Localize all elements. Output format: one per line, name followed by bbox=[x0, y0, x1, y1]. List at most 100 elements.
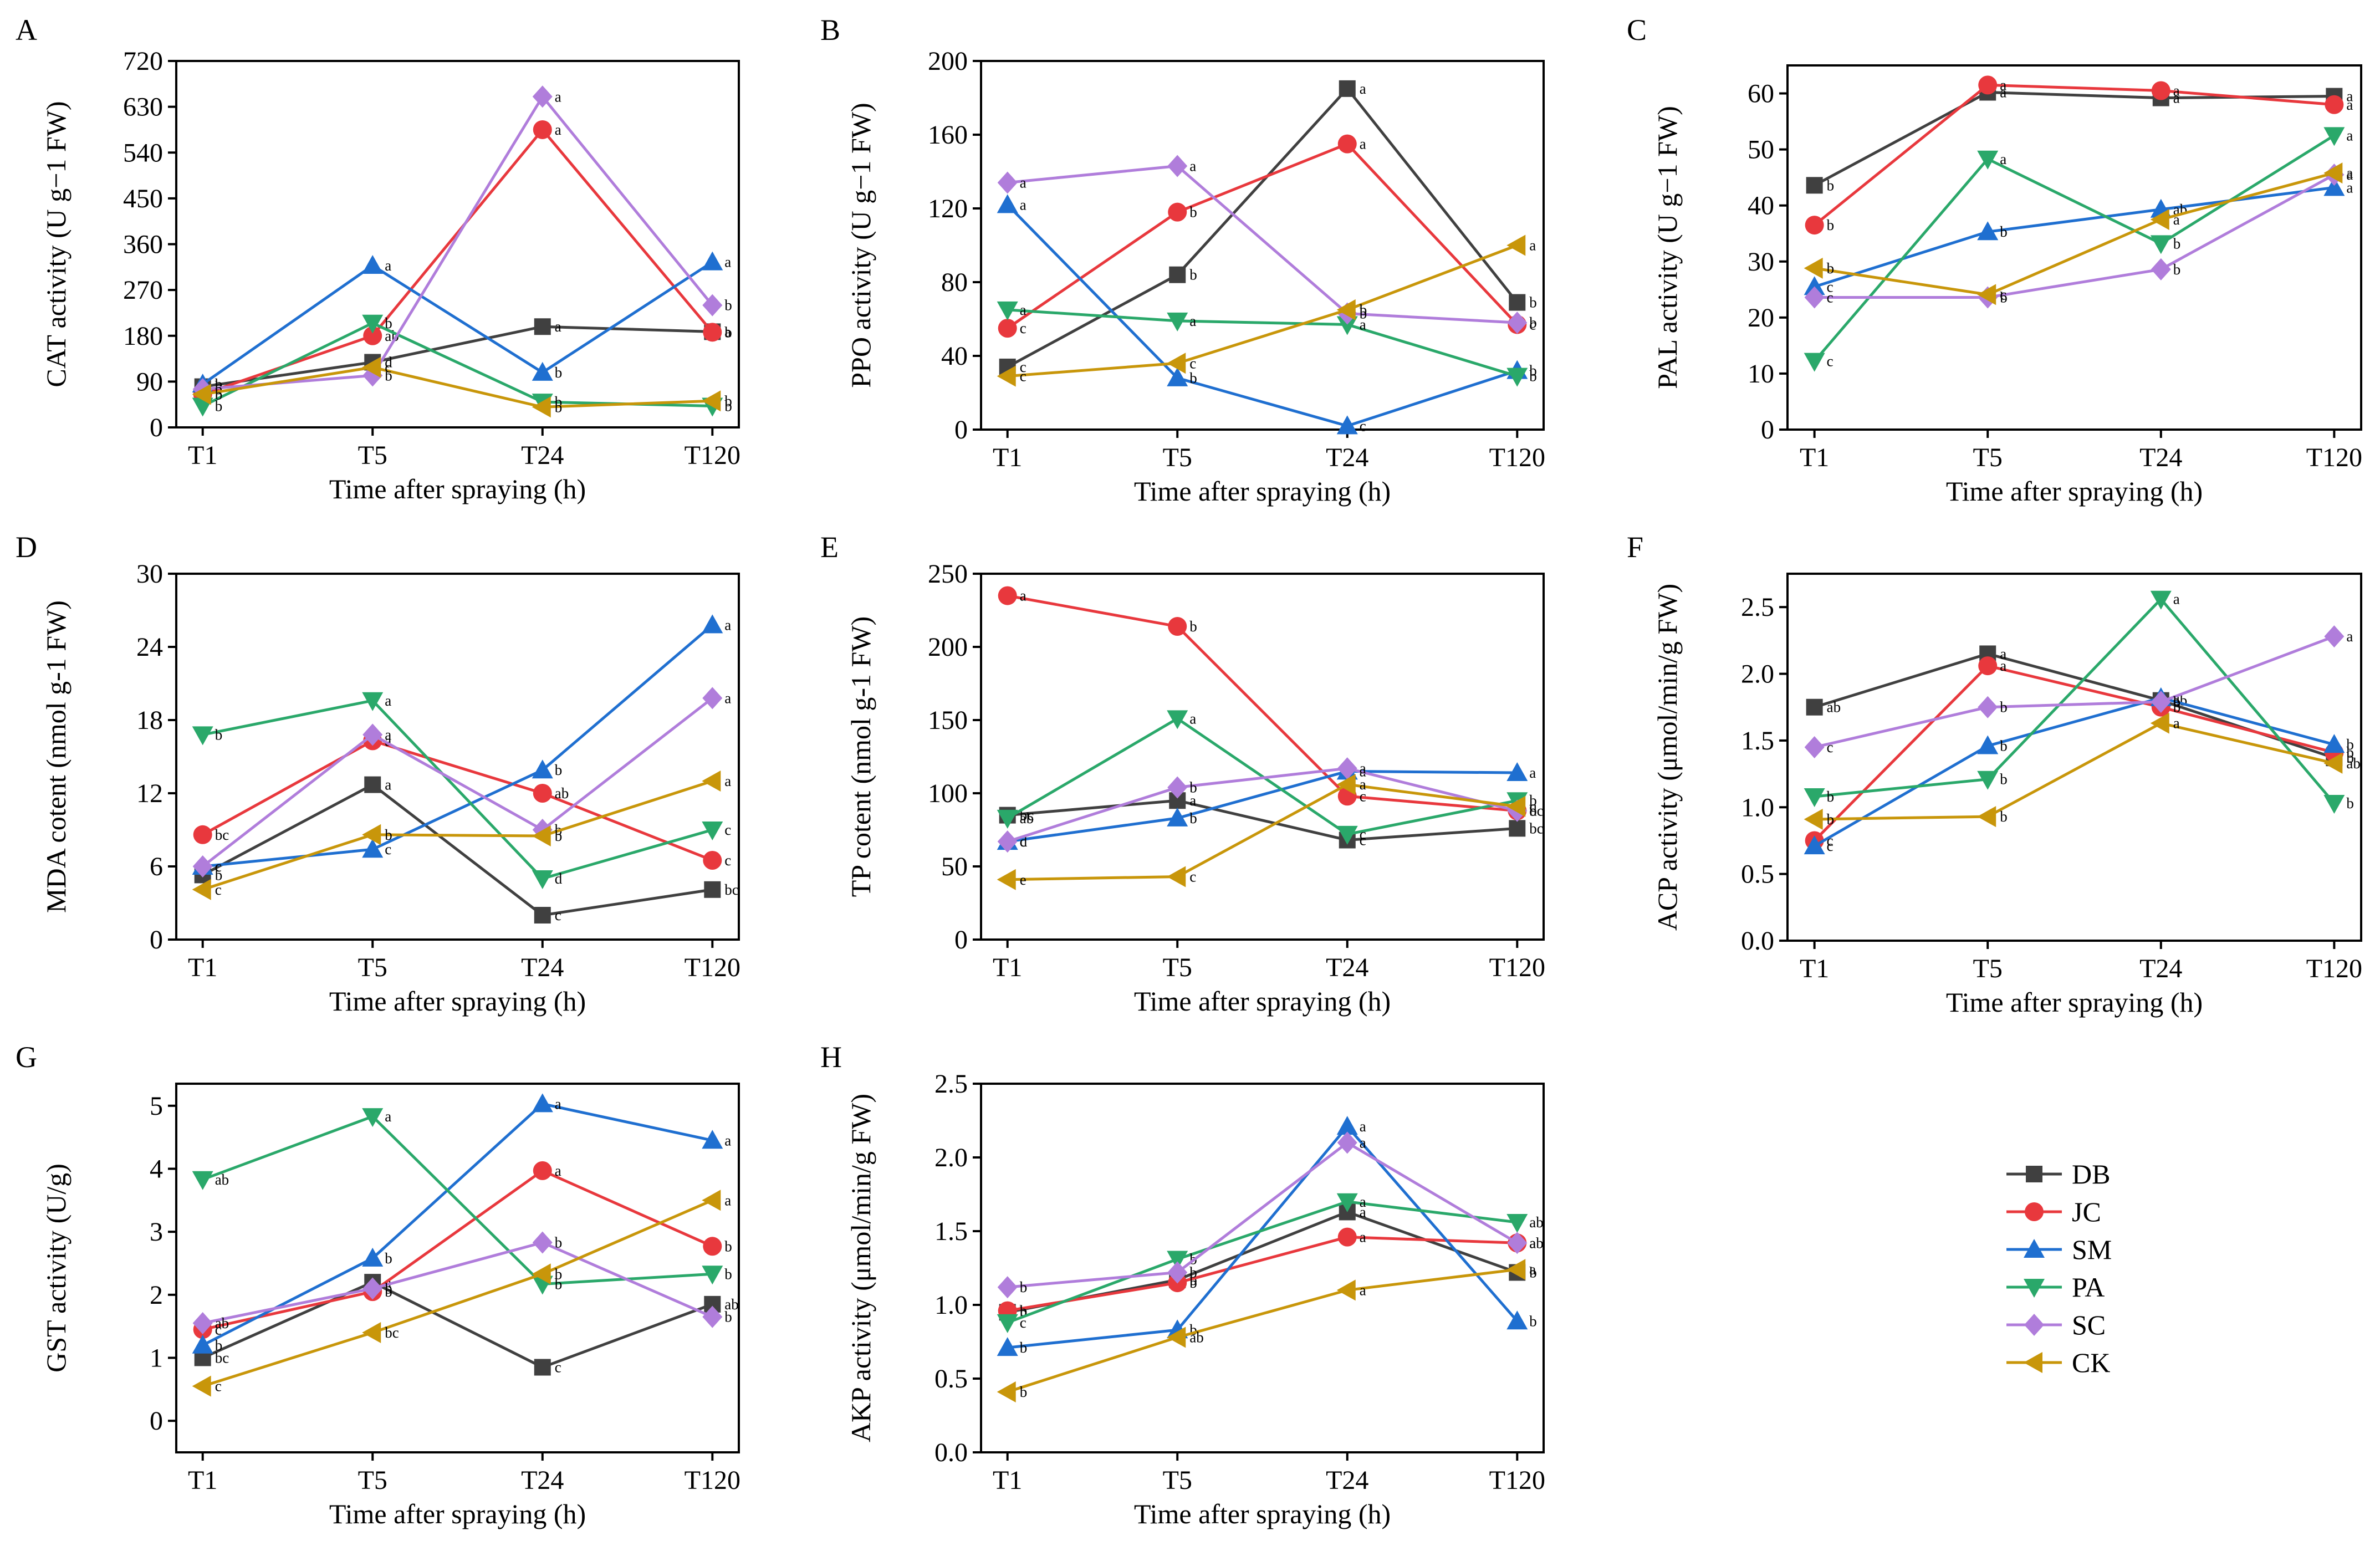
data-point bbox=[1167, 353, 1186, 374]
series-line bbox=[202, 94, 714, 391]
significance-label: a bbox=[1020, 302, 1026, 318]
x-axis-title: Time after spraying (h) bbox=[1134, 1498, 1391, 1529]
significance-label: b bbox=[1827, 788, 1835, 805]
y-axis-title: PAL activity (U g−1 FW) bbox=[1652, 106, 1683, 389]
significance-label: c bbox=[1020, 359, 1026, 375]
significance-label: a bbox=[1360, 1282, 1366, 1298]
significance-label: a bbox=[1529, 1234, 1536, 1251]
series-line bbox=[202, 779, 713, 891]
significance-label: b bbox=[1529, 294, 1537, 311]
series-line bbox=[202, 1199, 713, 1388]
data-point bbox=[1336, 1279, 1356, 1301]
significance-label: a bbox=[1360, 1193, 1366, 1210]
legend-marker bbox=[2025, 1202, 2044, 1221]
data-point bbox=[702, 687, 723, 710]
y-tick-label: 10 bbox=[1748, 359, 1774, 389]
significance-label: a bbox=[2346, 628, 2353, 645]
significance-label: bc bbox=[1529, 803, 1544, 819]
significance-label: c bbox=[1020, 368, 1026, 385]
data-point bbox=[1978, 656, 1998, 676]
data-point bbox=[532, 85, 553, 108]
significance-label: ab bbox=[1020, 810, 1034, 826]
significance-label: b bbox=[215, 397, 223, 414]
significance-label: ab bbox=[1189, 1329, 1203, 1346]
legend-item-ck: CK bbox=[2006, 1347, 2110, 1378]
data-point bbox=[702, 1130, 723, 1149]
data-point bbox=[1167, 807, 1188, 826]
series-line bbox=[202, 739, 713, 862]
data-point bbox=[532, 1231, 553, 1254]
y-axis-title: MDA cotent (nmol g-1 FW) bbox=[40, 600, 71, 913]
data-point bbox=[192, 384, 211, 405]
significance-label: a bbox=[1360, 80, 1366, 97]
significance-label: bc bbox=[385, 1324, 399, 1341]
data-point bbox=[997, 809, 1018, 829]
x-tick-label: T120 bbox=[2306, 954, 2362, 983]
significance-label: b bbox=[1020, 1279, 1028, 1295]
significance-label: a bbox=[724, 1192, 731, 1208]
x-axis-title: Time after spraying (h) bbox=[1946, 476, 2203, 507]
significance-label: b bbox=[1189, 204, 1197, 221]
y-tick-label: 3 bbox=[150, 1217, 163, 1247]
y-axis-title: TP cotent (nmol g-1 FW) bbox=[845, 616, 876, 897]
y-tick-label: 180 bbox=[123, 322, 163, 351]
significance-label: a bbox=[2173, 715, 2180, 732]
significance-label: c bbox=[385, 359, 391, 376]
panel-a: A 0 90 180 270 360 450 540 630 720 T1 T5 T24 T120 Time… bbox=[16, 13, 740, 504]
significance-label: b bbox=[1827, 217, 1835, 233]
y-tick-label: 18 bbox=[136, 706, 163, 735]
data-point bbox=[362, 723, 383, 746]
significance-label: b bbox=[724, 392, 732, 409]
data-point bbox=[1168, 202, 1187, 222]
significance-label: b bbox=[2000, 771, 2008, 788]
significance-label: a bbox=[1360, 776, 1366, 793]
significance-label: b bbox=[2000, 289, 2008, 305]
series-line bbox=[1007, 86, 1519, 369]
y-tick-label: 0.5 bbox=[1741, 860, 1774, 889]
panel-letter: C bbox=[1627, 13, 1647, 47]
y-tick-label: 12 bbox=[136, 779, 163, 808]
x-tick-label: T120 bbox=[685, 441, 740, 470]
data-point bbox=[2151, 258, 2171, 280]
series-ck: cb ba bbox=[192, 771, 731, 900]
series-line bbox=[202, 1280, 713, 1369]
significance-label: b bbox=[2000, 808, 2008, 825]
y-tick-label: 0 bbox=[150, 925, 163, 955]
data-point bbox=[1336, 1116, 1358, 1135]
data-point bbox=[1337, 1131, 1357, 1154]
significance-label: a bbox=[2000, 84, 2006, 101]
x-tick-label: T1 bbox=[188, 1466, 217, 1495]
significance-label: c bbox=[1827, 289, 1833, 305]
series-line bbox=[1814, 171, 2335, 296]
data-point bbox=[1506, 1310, 1528, 1330]
plot-frame bbox=[980, 60, 1545, 431]
data-point bbox=[362, 1322, 381, 1344]
data-point bbox=[1167, 866, 1186, 887]
y-tick-label: 24 bbox=[136, 632, 163, 662]
data-point bbox=[1804, 276, 1825, 295]
significance-label: b bbox=[215, 1337, 223, 1354]
data-point bbox=[1167, 1326, 1186, 1348]
data-point bbox=[2323, 177, 2345, 196]
significance-label: bc bbox=[215, 1349, 229, 1366]
series-line bbox=[202, 1169, 713, 1331]
x-tick-label: T24 bbox=[1326, 443, 1368, 472]
y-tick-label: 150 bbox=[928, 706, 968, 735]
series-line bbox=[202, 261, 713, 386]
series-sm: a b c b bbox=[997, 194, 1537, 435]
y-tick-label: 120 bbox=[928, 194, 968, 223]
data-point bbox=[192, 1171, 213, 1190]
y-tick-label: 0.5 bbox=[934, 1364, 968, 1394]
significance-label: a bbox=[1189, 792, 1196, 809]
y-tick-label: 80 bbox=[941, 268, 968, 297]
significance-label: a bbox=[1360, 760, 1366, 777]
x-tick-label: T1 bbox=[993, 953, 1022, 982]
legend-label: DB bbox=[2072, 1159, 2110, 1190]
series-line bbox=[1007, 244, 1518, 378]
